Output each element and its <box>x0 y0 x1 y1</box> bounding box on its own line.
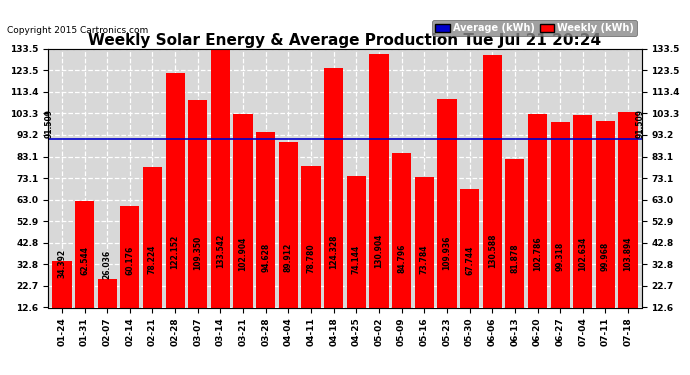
Bar <box>505 159 524 334</box>
Text: 102.904: 102.904 <box>239 237 248 271</box>
Bar <box>415 177 434 334</box>
Bar <box>256 132 275 334</box>
Bar <box>143 167 162 334</box>
Text: 94.628: 94.628 <box>262 243 270 272</box>
Bar <box>460 189 479 334</box>
Text: 74.144: 74.144 <box>352 245 361 274</box>
Text: 84.796: 84.796 <box>397 243 406 273</box>
Bar <box>166 73 185 334</box>
Text: Copyright 2015 Cartronics.com: Copyright 2015 Cartronics.com <box>7 26 148 35</box>
Text: 133.542: 133.542 <box>216 233 225 268</box>
Bar <box>324 68 344 334</box>
Text: 81.878: 81.878 <box>511 243 520 273</box>
Bar <box>233 114 253 334</box>
Bar <box>528 114 547 334</box>
Bar <box>551 122 570 334</box>
Text: 91.509: 91.509 <box>45 108 54 138</box>
Bar <box>75 201 94 334</box>
Text: 67.744: 67.744 <box>465 245 474 274</box>
Text: 78.224: 78.224 <box>148 244 157 273</box>
Text: 60.176: 60.176 <box>126 246 135 276</box>
Bar <box>573 115 593 334</box>
Text: 109.350: 109.350 <box>193 236 202 270</box>
Text: 130.904: 130.904 <box>375 234 384 268</box>
Bar <box>279 142 298 334</box>
Bar <box>369 54 388 334</box>
Text: 124.328: 124.328 <box>329 234 338 268</box>
Bar <box>437 99 457 334</box>
Text: 73.784: 73.784 <box>420 244 428 274</box>
Bar <box>211 49 230 334</box>
Bar <box>392 153 411 334</box>
Text: 78.780: 78.780 <box>306 244 315 273</box>
Bar <box>346 176 366 334</box>
Text: 89.912: 89.912 <box>284 243 293 272</box>
Text: 122.152: 122.152 <box>170 234 179 269</box>
Text: 26.036: 26.036 <box>103 250 112 279</box>
Title: Weekly Solar Energy & Average Production Tue Jul 21 20:24: Weekly Solar Energy & Average Production… <box>88 33 602 48</box>
Bar <box>618 112 638 334</box>
Text: 130.588: 130.588 <box>488 233 497 268</box>
Legend: Average (kWh), Weekly (kWh): Average (kWh), Weekly (kWh) <box>433 20 637 36</box>
Bar <box>120 206 139 334</box>
Bar <box>52 261 72 334</box>
Text: 99.318: 99.318 <box>555 242 564 271</box>
Bar <box>596 120 615 334</box>
Text: 102.634: 102.634 <box>578 237 587 271</box>
Text: 99.968: 99.968 <box>601 242 610 271</box>
Text: 91.509: 91.509 <box>636 108 645 138</box>
Text: 34.392: 34.392 <box>57 249 66 278</box>
Text: 62.544: 62.544 <box>80 246 89 275</box>
Text: 102.786: 102.786 <box>533 236 542 271</box>
Bar <box>302 166 321 334</box>
Bar <box>97 279 117 334</box>
Text: 109.936: 109.936 <box>442 236 451 270</box>
Text: 103.894: 103.894 <box>624 236 633 271</box>
Bar <box>188 100 208 334</box>
Bar <box>482 55 502 334</box>
